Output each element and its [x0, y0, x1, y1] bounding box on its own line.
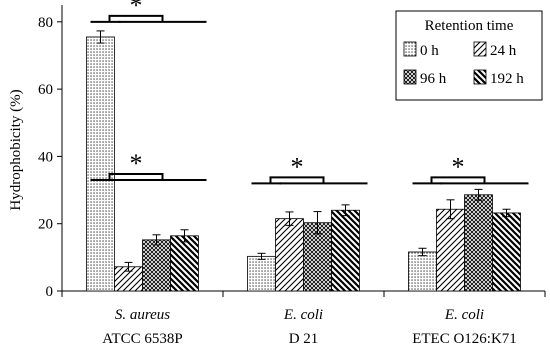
category-labels: S. aureus ATCC 6538P E. coli D 21 E. coli ETE… — [102, 307, 517, 347]
bar — [86, 36, 115, 292]
error-bar — [446, 199, 455, 220]
error-bar — [502, 208, 511, 218]
category-label-strain: ETEC O126:K71 — [412, 331, 517, 347]
legend-item: 96 h — [403, 69, 447, 87]
legend-swatch — [403, 69, 417, 85]
y-tick-label: 40 — [38, 149, 53, 165]
error-bar — [257, 252, 266, 260]
category-label-strain: D 21 — [289, 331, 319, 347]
legend-items: 0 h 24 h 96 h 192 h — [403, 41, 524, 87]
bar — [408, 251, 437, 292]
bar — [142, 239, 171, 292]
bar — [436, 208, 465, 292]
bar — [464, 194, 493, 292]
legend-swatch — [403, 41, 417, 57]
error-bar — [180, 229, 189, 243]
category-label-species: E. coli — [444, 307, 484, 323]
bar — [492, 212, 521, 292]
legend-box — [395, 10, 543, 101]
legend-label: 192 h — [490, 71, 524, 87]
error-bar — [474, 188, 483, 201]
y-tick-label: 0 — [46, 284, 54, 300]
y-tick-label: 20 — [38, 217, 53, 233]
legend-item: 24 h — [473, 41, 517, 59]
significance-star: * — [291, 152, 304, 181]
error-bar — [124, 261, 133, 272]
error-bar — [96, 30, 105, 44]
error-bars — [96, 30, 511, 272]
y-tick-label: 80 — [38, 15, 53, 31]
legend-label: 0 h — [420, 43, 439, 59]
legend-label: 24 h — [490, 43, 517, 59]
significance-bracket: * — [251, 152, 368, 185]
legend-item: 192 h — [473, 69, 524, 87]
error-bar — [152, 234, 161, 246]
error-bar — [285, 211, 294, 226]
error-bar — [313, 211, 322, 235]
error-bar — [341, 204, 350, 217]
significance-star: * — [130, 0, 143, 20]
legend-label: 96 h — [420, 71, 447, 87]
legend-swatch — [473, 69, 487, 85]
bar — [275, 218, 304, 292]
bar — [331, 209, 360, 292]
significance-bracket: * — [90, 149, 207, 181]
bars — [86, 36, 521, 292]
y-axis-title: Hydrophobicity (%) — [8, 89, 24, 210]
legend-item: 0 h — [403, 41, 439, 59]
significance-star: * — [130, 149, 143, 178]
category-label-strain: ATCC 6538P — [102, 331, 182, 347]
significance-bracket: * — [412, 152, 529, 185]
category-label-species: E. coli — [283, 307, 323, 323]
bar — [247, 255, 276, 292]
significance-star: * — [452, 152, 465, 181]
category-label-species: S. aureus — [115, 307, 170, 323]
legend-swatch — [473, 41, 487, 57]
significance-bracket: * — [90, 0, 207, 23]
error-bar — [418, 247, 427, 257]
y-tick-label: 60 — [38, 82, 53, 98]
legend-title: Retention time — [425, 18, 514, 34]
significance-brackets: * * * * — [90, 0, 529, 185]
bar — [170, 235, 199, 292]
legend: Retention time 0 h 24 h 96 h 192 h — [395, 10, 543, 101]
